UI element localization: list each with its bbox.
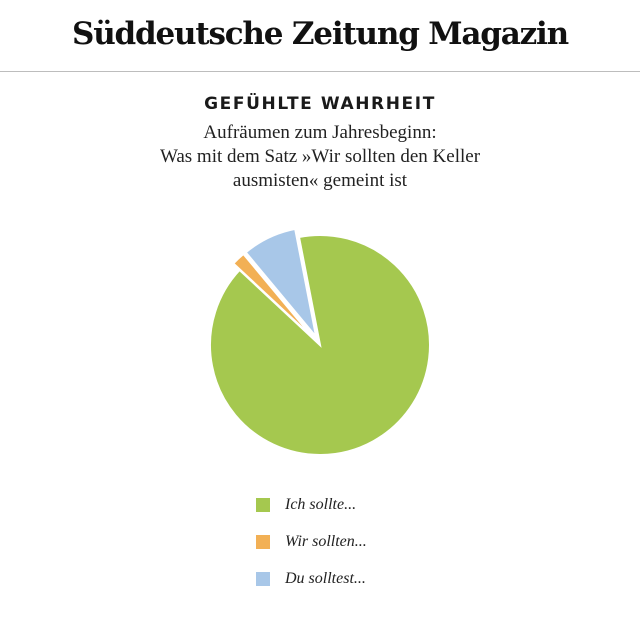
subtitle-line: ausmisten« gemeint ist [232, 170, 408, 191]
legend-label: Wir sollten... [285, 533, 367, 550]
pie-slice-wir-sollten [231, 252, 315, 340]
legend-item: Wir sollten... [256, 533, 496, 551]
subtitle-line: Aufräumen zum Jahresbeginn: [203, 122, 437, 143]
pie-slice-ich-sollte [209, 234, 431, 456]
chart-headline: GEFÜHLTE WAHRHEIT [204, 94, 436, 114]
pie-chart [209, 227, 431, 456]
legend-item: Ich sollte... [256, 496, 496, 514]
legend-item: Du solltest... [256, 570, 496, 588]
legend-swatch [256, 572, 270, 586]
legend-label: Ich sollte... [285, 496, 357, 513]
chart-subtitle: Aufräumen zum Jahresbeginn: Was mit dem … [0, 121, 640, 193]
subtitle-line: Was mit dem Satz »Wir sollten den Keller [159, 146, 481, 167]
masthead: Süddeutsche Zeitung Magazin [0, 0, 640, 72]
pie-slice-du-solltest [244, 227, 318, 338]
legend-swatch [256, 498, 270, 512]
legend-swatch [256, 535, 270, 549]
legend-label: Du solltest... [285, 570, 366, 587]
legend: Ich sollte... Wir sollten... Du solltest… [256, 496, 496, 607]
masthead-logo: Süddeutsche Zeitung Magazin [72, 15, 569, 52]
